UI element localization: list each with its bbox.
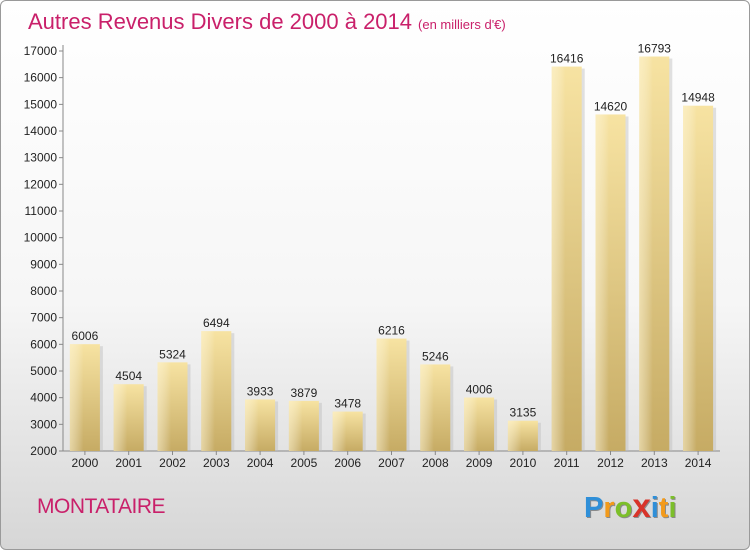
logo-letter: x [632,487,651,524]
value-label-2006: 3478 [334,397,361,411]
proxiti-logo: Proxiti [584,487,677,525]
x-tick-label-2011: 2011 [554,456,580,470]
chart-title: Autres Revenus Divers de 2000 à 2014 (en … [28,9,506,35]
y-tick-label: 15000 [24,97,58,111]
x-tick-label-2012: 2012 [597,456,624,470]
value-label-2008: 5246 [422,349,449,363]
x-tick-label-2008: 2008 [422,456,449,470]
bar-highlight [69,344,84,451]
value-label-2013: 16793 [638,42,672,56]
y-tick-label: 13000 [24,151,58,165]
x-tick-label-2006: 2006 [334,456,361,470]
bar-highlight [551,66,566,451]
logo-letter: t [658,492,669,524]
value-label-2009: 4006 [466,383,493,397]
y-tick-label: 6000 [30,337,57,351]
bar-highlight [376,338,390,451]
logo-letter: P [584,492,604,524]
value-label-2005: 3879 [291,386,318,400]
bar-highlight [332,411,347,451]
x-tick-label-2003: 2003 [203,456,230,470]
bar-highlight [245,399,259,451]
chart-title-text: Autres Revenus Divers de 2000 à 2014 [28,9,413,34]
x-tick-label-2005: 2005 [291,456,318,470]
y-tick-label: 9000 [30,257,57,271]
y-tick-label: 8000 [30,284,57,298]
x-tick-label-2009: 2009 [466,456,493,470]
x-tick-label-2010: 2010 [510,456,537,470]
x-tick-label-2014: 2014 [685,456,712,470]
x-tick-label-2004: 2004 [247,456,274,470]
x-tick-label-2000: 2000 [72,456,99,470]
x-tick-label-2002: 2002 [159,456,186,470]
value-label-2002: 5324 [159,347,186,361]
x-tick-label-2001: 2001 [115,456,142,470]
value-label-2014: 14948 [681,91,715,105]
logo-letter: i [668,492,677,524]
value-label-2004: 3933 [247,384,274,398]
logo-letter: o [614,492,633,524]
y-tick-label: 10000 [24,231,58,245]
y-tick-label: 16000 [24,71,58,85]
bar-highlight [507,420,522,451]
value-label-2001: 4504 [115,369,142,383]
value-label-2010: 3135 [510,406,537,420]
bar-highlight [464,397,478,451]
value-label-2011: 16416 [550,52,584,66]
chart-unit: (en milliers d'€) [418,17,506,32]
city-name: MONTATAIRE [37,495,166,518]
value-label-2003: 6494 [203,316,230,330]
y-tick-label: 4000 [30,391,57,405]
y-tick-label: 2000 [30,444,57,458]
bar-highlight [420,364,434,451]
y-tick-label: 14000 [24,124,58,138]
bar-highlight [683,105,697,451]
value-label-2000: 6006 [72,329,99,343]
value-label-2012: 14620 [594,99,628,113]
y-tick-label: 11000 [25,204,58,218]
bar-highlight [157,362,171,451]
logo-letter: i [650,492,659,524]
y-tick-label: 3000 [30,417,57,431]
value-label-2007: 6216 [378,324,405,338]
logo-letter: r [603,492,615,524]
y-tick-label: 5000 [30,364,57,378]
x-tick-label-2007: 2007 [378,456,405,470]
y-tick-label: 7000 [30,311,57,325]
y-tick-label: 12000 [24,177,58,191]
y-tick-label: 17000 [24,44,58,58]
x-tick-label-2013: 2013 [641,456,668,470]
bar-highlight [595,114,609,451]
bar-highlight [288,400,303,451]
bar-highlight [201,331,215,451]
bar-highlight [113,384,128,451]
bar-highlight [639,56,653,452]
